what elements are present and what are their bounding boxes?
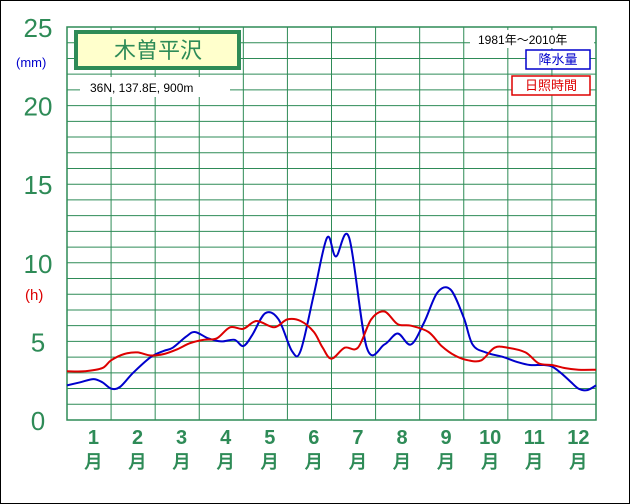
- station-title: 木曽平沢: [114, 38, 202, 63]
- x-month-unit: 月: [304, 452, 323, 473]
- grid: [66, 26, 597, 421]
- x-axis-labels: 1 月 2 月 3 月 4 月 5 月 6 月 7 月 8 月 9 月 10 月 11 月 12 月: [83, 427, 589, 473]
- x-month-unit: 月: [216, 452, 235, 473]
- y-tick-label: 10: [24, 249, 53, 279]
- x-month-unit: 月: [568, 452, 587, 473]
- x-month-number: 6: [308, 427, 319, 449]
- y-tick-label: 5: [31, 327, 45, 357]
- y-tick-label: 25: [24, 13, 53, 43]
- y-tick-label: 0: [31, 406, 45, 436]
- x-month-unit: 月: [83, 452, 102, 473]
- x-month-unit: 月: [392, 452, 411, 473]
- x-month-unit: 月: [436, 452, 455, 473]
- x-month-unit: 月: [172, 452, 191, 473]
- sunshine-series-line: [66, 310, 597, 373]
- legend-sun-label: 日照時間: [525, 78, 577, 93]
- precip-series-line: [66, 233, 597, 392]
- legend-sun: 日照時間: [511, 75, 591, 96]
- x-month-number: 12: [567, 427, 589, 449]
- x-month-number: 11: [524, 427, 545, 449]
- x-month-unit: 月: [348, 452, 367, 473]
- period-bg: [470, 30, 594, 48]
- y-axis-labels: 0 5 10 15 20 25: [24, 13, 53, 436]
- y-tick-label: 15: [24, 170, 53, 200]
- x-month-number: 9: [441, 427, 452, 449]
- y-tick-label: 20: [24, 92, 53, 122]
- x-month-number: 8: [396, 427, 407, 449]
- x-month-number: 1: [88, 427, 99, 449]
- x-month-number: 3: [176, 427, 187, 449]
- station-location: 36N, 137.8E, 900m: [90, 81, 193, 95]
- x-month-unit: 月: [128, 452, 147, 473]
- x-month-number: 10: [479, 427, 501, 449]
- x-month-number: 2: [132, 427, 143, 449]
- x-month-unit: 月: [480, 452, 499, 473]
- legend-precip: 降水量: [525, 49, 591, 70]
- x-month-unit: 月: [260, 452, 279, 473]
- x-month-unit: 月: [524, 452, 543, 473]
- period-label: 1981年〜2010年: [478, 33, 567, 47]
- x-month-number: 4: [220, 427, 232, 449]
- title-box: 木曽平沢: [74, 30, 241, 70]
- sun-unit-label: (h): [25, 287, 43, 304]
- legend-precip-label: 降水量: [538, 52, 577, 67]
- subtitle-bg: [80, 77, 230, 97]
- series-lines: [66, 233, 597, 392]
- x-month-number: 5: [264, 427, 275, 449]
- precip-unit-label: (mm): [16, 55, 46, 70]
- x-month-number: 7: [352, 427, 363, 449]
- plot-border: [66, 26, 597, 421]
